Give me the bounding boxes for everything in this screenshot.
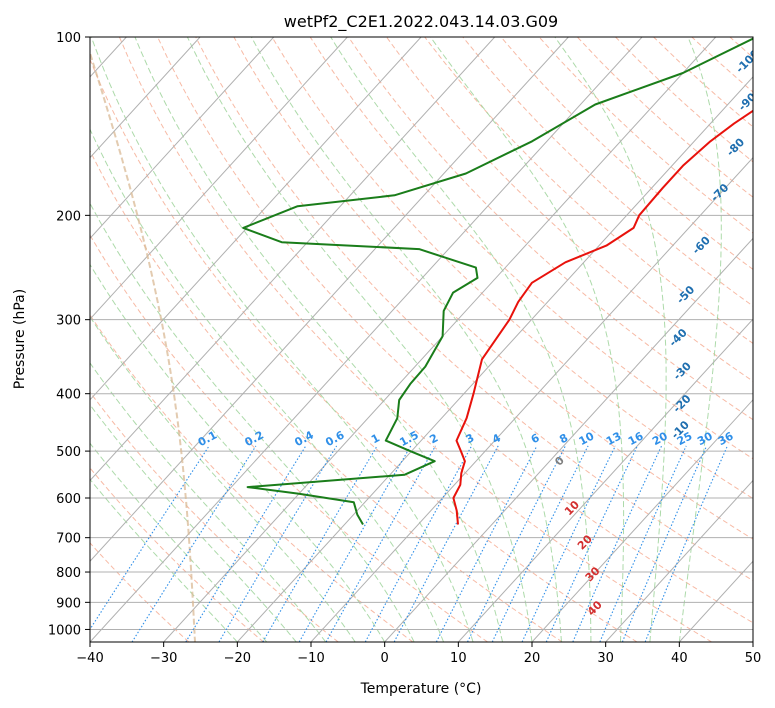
moist-adiabat-line bbox=[90, 362, 327, 642]
mixing-ratio-label: 20 bbox=[650, 429, 670, 448]
y-tick-label: 800 bbox=[56, 566, 81, 581]
moist-adiabat-line bbox=[90, 128, 445, 642]
chart-title: wetPf2_C2E1.2022.043.14.03.G09 bbox=[284, 12, 558, 32]
x-tick-label: −40 bbox=[76, 651, 103, 666]
mixing-ratio-line bbox=[467, 445, 566, 642]
mixing-ratio-label: 25 bbox=[675, 429, 695, 448]
y-tick-label: 600 bbox=[56, 492, 81, 507]
isotherms bbox=[90, 37, 753, 642]
moist-adiabat-line bbox=[330, 37, 592, 642]
moist-adiabat-line bbox=[90, 442, 268, 642]
isotherm-line bbox=[531, 399, 753, 642]
x-tick-label: −30 bbox=[150, 651, 177, 666]
mixing-ratio-label: 16 bbox=[626, 429, 646, 448]
x-tick-label: 0 bbox=[381, 651, 389, 666]
x-axis: −40 −30 −20 −10 0 10 20 30 40 50 bbox=[76, 642, 761, 666]
dry-adiabat-line bbox=[157, 37, 753, 624]
mixing-ratio-line bbox=[491, 445, 589, 642]
isotherm-line bbox=[310, 156, 753, 642]
dry-adiabat-line bbox=[309, 37, 753, 460]
mixing-ratio-line bbox=[185, 445, 307, 642]
isotherm-line bbox=[384, 237, 753, 642]
isotherm-line bbox=[90, 37, 201, 159]
isotherm-line bbox=[90, 37, 643, 642]
x-tick-label: 50 bbox=[745, 651, 762, 666]
dewpoint-profile bbox=[242, 37, 753, 525]
y-tick-label: 1000 bbox=[48, 623, 81, 638]
moist-adiabat-line bbox=[678, 37, 722, 642]
y-axis: 100 200 300 400 500 600 700 800 900 1000 bbox=[48, 31, 90, 638]
mixing-ratio-label: 36 bbox=[716, 429, 736, 448]
y-tick-label: 400 bbox=[56, 388, 81, 403]
dry-adiabat-line bbox=[90, 58, 638, 642]
moist-adiabat-line bbox=[554, 37, 667, 642]
dry-adiabat-line bbox=[195, 37, 753, 582]
y-tick-label: 200 bbox=[56, 209, 81, 224]
dry-adiabat-line bbox=[90, 149, 563, 642]
mixing-ratio-line bbox=[521, 445, 616, 642]
lcl-curve-line bbox=[90, 49, 196, 642]
mixing-ratio-line bbox=[218, 445, 338, 642]
dry-adiabat-line bbox=[90, 391, 339, 642]
isotherm-line bbox=[90, 37, 569, 563]
dry-adiabat-line bbox=[90, 313, 414, 642]
y-tick-label: 300 bbox=[56, 314, 81, 329]
pressure-grid bbox=[90, 37, 753, 630]
mixing-ratio-line bbox=[644, 445, 728, 642]
isotherm-line bbox=[605, 479, 753, 642]
isotherm-line bbox=[90, 37, 422, 401]
isotherm-line bbox=[457, 318, 753, 642]
mixing-ratio-label: 10 bbox=[577, 429, 597, 448]
moist-adiabat-line bbox=[90, 263, 386, 642]
y-tick-label: 500 bbox=[56, 445, 81, 460]
x-tick-label: −10 bbox=[297, 651, 324, 666]
isotherm-line bbox=[90, 37, 275, 240]
dry-adiabat-line bbox=[386, 37, 753, 382]
mixing-ratio-line bbox=[325, 445, 436, 642]
dry-adiabat-line bbox=[271, 37, 753, 500]
mixing-ratio-line bbox=[364, 445, 473, 642]
x-tick-label: 10 bbox=[450, 651, 467, 666]
moist-adiabat-line bbox=[90, 37, 474, 642]
y-tick-label: 700 bbox=[56, 532, 81, 547]
series bbox=[242, 37, 753, 525]
mixing-ratio-line bbox=[572, 445, 663, 642]
mixing-ratio-line bbox=[131, 445, 257, 642]
mixing-ratio-line bbox=[90, 445, 210, 631]
mixing-ratio-line bbox=[599, 445, 687, 642]
moist-adiabat-line bbox=[250, 37, 562, 642]
y-axis-label: Pressure (hPa) bbox=[12, 289, 28, 389]
x-tick-label: 30 bbox=[597, 651, 614, 666]
mixing-ratio-line bbox=[298, 445, 412, 642]
dry-adiabat-line bbox=[424, 37, 753, 344]
isotherm-line bbox=[90, 37, 348, 320]
x-tick-label: 20 bbox=[524, 651, 541, 666]
y-tick-label: 100 bbox=[56, 31, 81, 46]
temperature-profile bbox=[452, 109, 753, 525]
lcl-curve bbox=[90, 49, 196, 642]
mixing-ratio-line bbox=[545, 445, 638, 642]
moist-adiabat-line bbox=[90, 315, 356, 642]
y-tick-label: 900 bbox=[56, 596, 81, 611]
x-tick-label: −20 bbox=[224, 651, 251, 666]
moist-adiabat-line bbox=[430, 37, 625, 642]
isotherm-line bbox=[236, 76, 753, 642]
mixing-ratio-label: 30 bbox=[695, 429, 715, 448]
moist-adiabat-line bbox=[134, 37, 503, 642]
isotherm-line bbox=[90, 37, 496, 482]
moist-adiabat-line bbox=[90, 478, 238, 642]
x-tick-label: 40 bbox=[671, 651, 688, 666]
mixing-ratio-line bbox=[621, 445, 708, 642]
plot-frame bbox=[89, 36, 754, 643]
x-axis-label: Temperature (°C) bbox=[360, 681, 482, 697]
mixing-ratio-label: 13 bbox=[604, 429, 624, 448]
mixing-ratio-line bbox=[262, 445, 378, 642]
moist-adiabat-line bbox=[90, 403, 297, 642]
